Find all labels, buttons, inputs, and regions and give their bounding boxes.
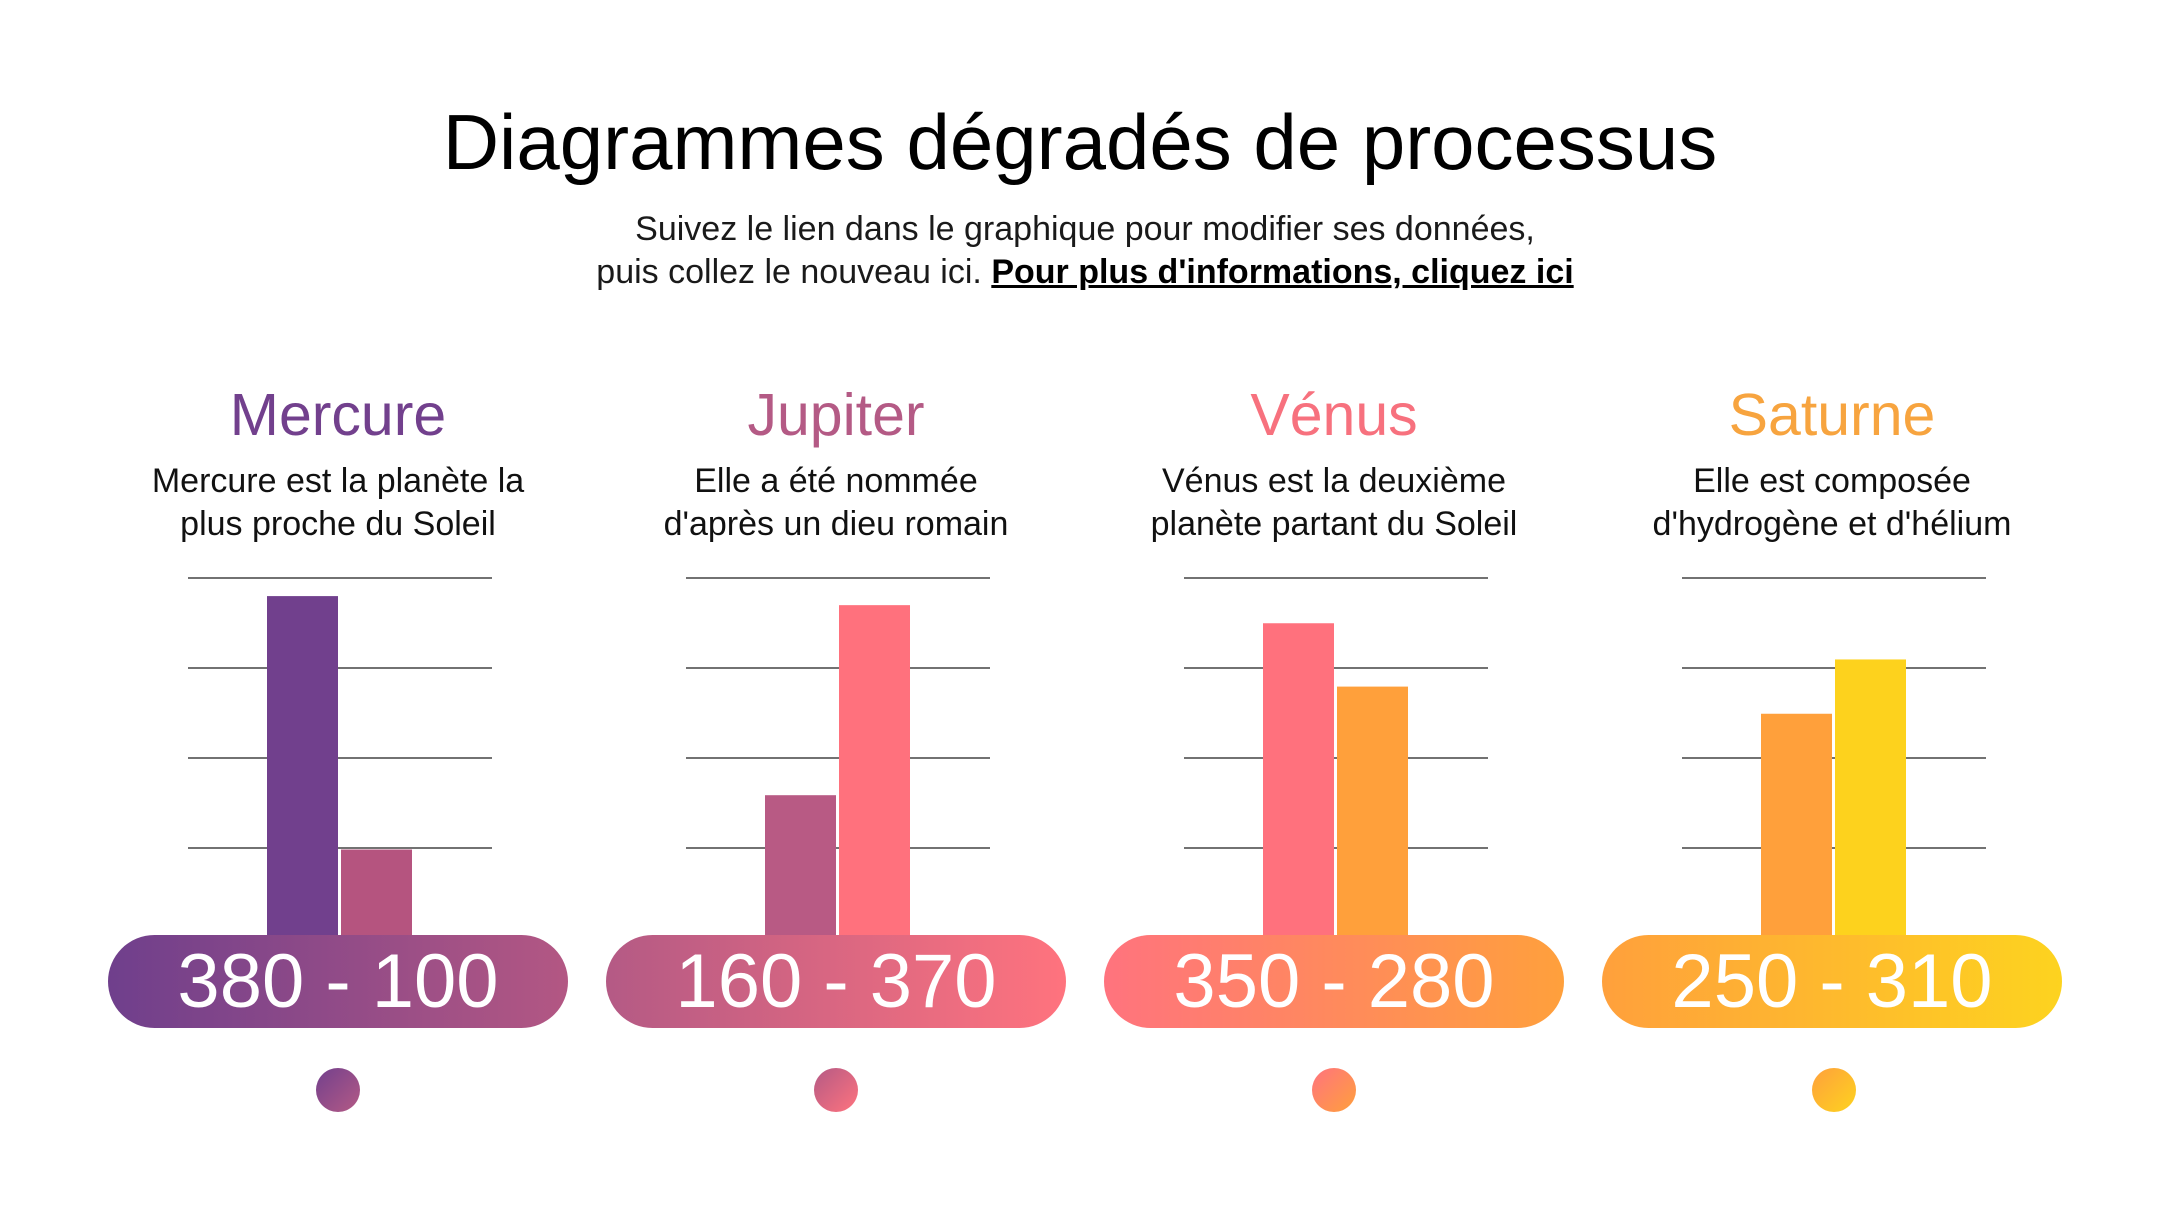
bar-chart-jupiter — [686, 577, 990, 940]
page-title: Diagrammes dégradés de processus — [442, 98, 1718, 186]
description-line-2: plus proche du Soleil — [180, 505, 496, 543]
panel-saturne: Saturne Elle est composée d'hydrogène et… — [1602, 380, 2062, 1030]
range-pill: 350 - 280 — [1104, 935, 1564, 1028]
panel-name: Jupiter — [747, 382, 925, 448]
panel-name: Vénus — [1250, 382, 1418, 448]
description-line-1: Vénus est la deuxième — [1162, 462, 1506, 500]
process-timeline — [316, 1068, 1856, 1112]
description-line-1: Elle a été nommée — [694, 462, 978, 500]
panel-name: Saturne — [1728, 382, 1936, 448]
panel-venus: Vénus Vénus est la deuxième planète part… — [1104, 380, 1564, 1030]
panel-jupiter: Jupiter Elle a été nommée d'après un die… — [606, 380, 1066, 1030]
bar-chart-mercure — [188, 577, 492, 940]
bar-1 — [765, 795, 836, 940]
panel-description: Vénus est la deuxième planète partant du… — [1104, 460, 1564, 546]
panel-description: Elle a été nommée d'après un dieu romain — [606, 460, 1066, 546]
bar-1 — [1263, 623, 1334, 940]
range-pill: 380 - 100 — [108, 935, 568, 1028]
description-line-2: d'après un dieu romain — [663, 505, 1009, 543]
description-line-2: d'hydrogène et d'hélium — [1652, 505, 2012, 543]
subtitle-line-2: puis collez le nouveau ici. — [596, 253, 982, 291]
panel-description: Mercure est la planète la plus proche du… — [108, 460, 568, 546]
subtitle: Suivez le lien dans le graphique pour mo… — [580, 208, 1590, 294]
description-line-2: planète partant du Soleil — [1150, 505, 1518, 543]
bar-1 — [267, 596, 338, 940]
timeline-dot-2 — [814, 1068, 858, 1112]
panel-name: Mercure — [229, 382, 447, 448]
bar-2 — [1337, 686, 1408, 940]
timeline-dot-1 — [316, 1068, 360, 1112]
range-pill: 250 - 310 — [1602, 935, 2062, 1028]
timeline-dot-3 — [1312, 1068, 1356, 1112]
range-pill: 160 - 370 — [606, 935, 1066, 1028]
description-line-1: Elle est composée — [1693, 462, 1971, 500]
bar-chart-venus — [1184, 577, 1488, 940]
timeline-dot-4 — [1812, 1068, 1856, 1112]
description-line-1: Mercure est la planète la — [151, 462, 525, 500]
panel-description: Elle est composée d'hydrogène et d'héliu… — [1602, 460, 2062, 546]
bar-2 — [839, 605, 910, 940]
bar-2 — [1835, 659, 1906, 940]
bar-2 — [341, 849, 412, 940]
bar-chart-saturne — [1682, 577, 1986, 940]
panel-mercure: Mercure Mercure est la planète la plus p… — [108, 380, 568, 1030]
subtitle-line-1: Suivez le lien dans le graphique pour mo… — [635, 210, 1535, 248]
more-info-link[interactable]: Pour plus d'informations, cliquez ici — [991, 253, 1574, 291]
bar-1 — [1761, 713, 1832, 940]
